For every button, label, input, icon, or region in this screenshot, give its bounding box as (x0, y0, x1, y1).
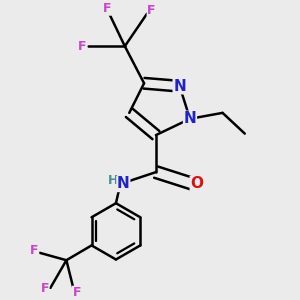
Text: F: F (78, 40, 87, 53)
Text: F: F (40, 282, 49, 295)
Text: F: F (30, 244, 39, 257)
Text: N: N (173, 79, 186, 94)
Text: F: F (103, 2, 111, 15)
Text: N: N (184, 111, 196, 126)
Text: N: N (117, 176, 130, 191)
Text: O: O (190, 176, 203, 191)
Text: F: F (73, 286, 81, 299)
Text: H: H (108, 175, 118, 188)
Text: F: F (147, 4, 156, 16)
